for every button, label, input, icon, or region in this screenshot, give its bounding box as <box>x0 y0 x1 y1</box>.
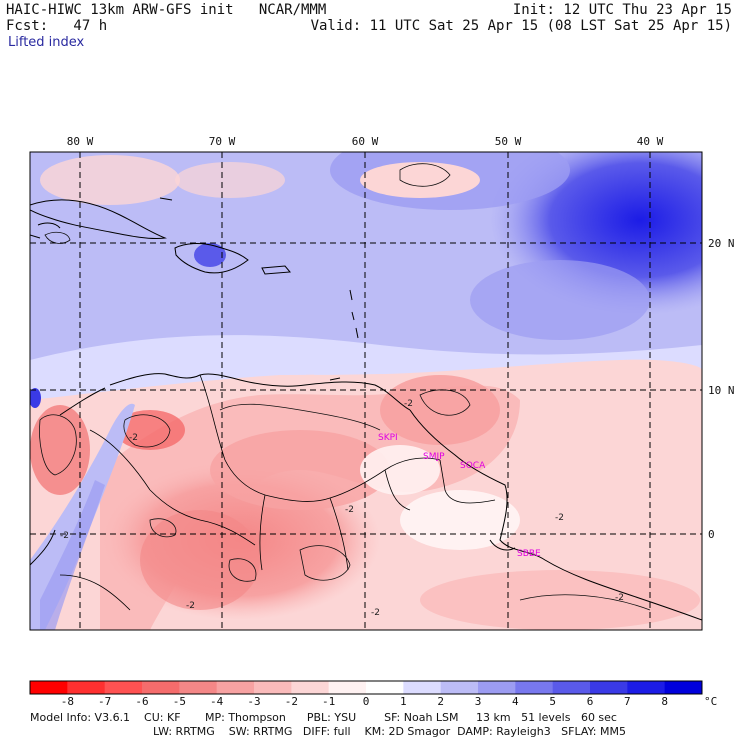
lon-label-70w: 70 W <box>209 135 236 148</box>
lifted-index-fill <box>30 152 702 630</box>
colorbar-frame <box>29 680 703 695</box>
station-label: SMJP <box>423 452 445 462</box>
colorbar-swatch <box>104 681 143 694</box>
colorbar-swatch <box>366 681 404 694</box>
station-label: SKPI <box>378 433 398 443</box>
grid-lines <box>30 152 702 630</box>
coastlines <box>30 197 702 621</box>
init-time: Init: 12 UTC Thu 23 Apr 15 <box>512 2 732 18</box>
colorbar-tick-label: 2 <box>437 695 444 708</box>
colorbar-swatch <box>291 681 330 694</box>
colorbar-swatch <box>254 681 292 694</box>
colorbar-swatch <box>403 681 442 694</box>
map-frame <box>29 151 703 631</box>
colorbar-tick-label: -4 <box>210 695 224 708</box>
colorbar-tick-label: 0 <box>363 695 370 708</box>
field-name: Lifted index <box>8 35 85 50</box>
colorbar-tick-label: -2 <box>285 695 298 708</box>
colorbar-swatch <box>216 681 255 694</box>
model-info-line-1: Model Info: V3.6.1 CU: KF MP: Thompson P… <box>30 711 617 724</box>
colorbar-tick-label: -5 <box>173 695 186 708</box>
lat-label-0: 0 <box>708 528 715 541</box>
colorbar-swatch <box>664 681 703 694</box>
colorbar-swatch <box>552 681 591 694</box>
colorbar-swatch <box>179 681 218 694</box>
colorbar-tick-label: -6 <box>135 695 148 708</box>
lon-label-40w: 40 W <box>637 135 664 148</box>
colorbar-swatch <box>328 681 367 694</box>
colorbar-swatch <box>142 681 180 694</box>
lon-label-50w: 50 W <box>495 135 522 148</box>
colorbar-tick-label: -1 <box>322 695 335 708</box>
contour-label: -2 <box>615 593 624 603</box>
colorbar-tick-label: 4 <box>512 695 519 708</box>
colorbar-unit: °C <box>704 695 717 708</box>
contour-label: -2 <box>345 505 354 515</box>
model-info-line-2: LW: RRTMG SW: RRTMG DIFF: full KM: 2D Sm… <box>153 725 626 738</box>
contour-label: -2 <box>404 399 413 409</box>
colorbar-tick-label: -7 <box>98 695 111 708</box>
colorbar-swatch <box>515 681 554 694</box>
colorbar-tick-label: 1 <box>400 695 407 708</box>
lat-label-20n: 20 N <box>708 237 735 250</box>
colorbar-tick-label: 3 <box>475 695 482 708</box>
colorbar-tick-label: 8 <box>661 695 668 708</box>
contour-label: -2 <box>371 608 380 618</box>
contour-label: -2 <box>129 433 138 443</box>
contour-label: -2 <box>186 601 195 611</box>
colorbar-swatch <box>590 681 628 694</box>
station-label: SBBE <box>517 549 541 559</box>
contour-lines <box>39 163 651 611</box>
colorbar-tick-label: -8 <box>61 695 74 708</box>
country-borders <box>59 374 496 611</box>
colorbar-swatch <box>30 681 68 694</box>
colorbar-tick-label: 7 <box>624 695 631 708</box>
forecast-hour: Fcst: 47 h <box>6 18 108 34</box>
colorbar: -8 -7 -6 -5 -4 -3 -2 -1 0 1 2 3 4 5 6 7 8 °C <box>29 680 717 708</box>
model-title: HAIC-HIWC 13km ARW-GFS init NCAR/MMM <box>6 2 327 18</box>
contour-label: -2 <box>555 513 564 523</box>
colorbar-swatch <box>440 681 479 694</box>
colorbar-tick-label: -3 <box>247 695 260 708</box>
station-label: SOCA <box>460 461 486 471</box>
colorbar-swatch <box>478 681 516 694</box>
valid-time: Valid: 11 UTC Sat 25 Apr 15 (08 LST Sat … <box>310 18 732 34</box>
colorbar-tick-label: 5 <box>549 695 556 708</box>
contour-label: -2 <box>60 531 69 541</box>
lon-label-80w: 80 W <box>67 135 94 148</box>
lat-label-10n: 10 N <box>708 384 735 397</box>
lon-label-60w: 60 W <box>352 135 379 148</box>
colorbar-swatch <box>67 681 106 694</box>
colorbar-swatch <box>627 681 666 694</box>
colorbar-tick-label: 6 <box>587 695 594 708</box>
